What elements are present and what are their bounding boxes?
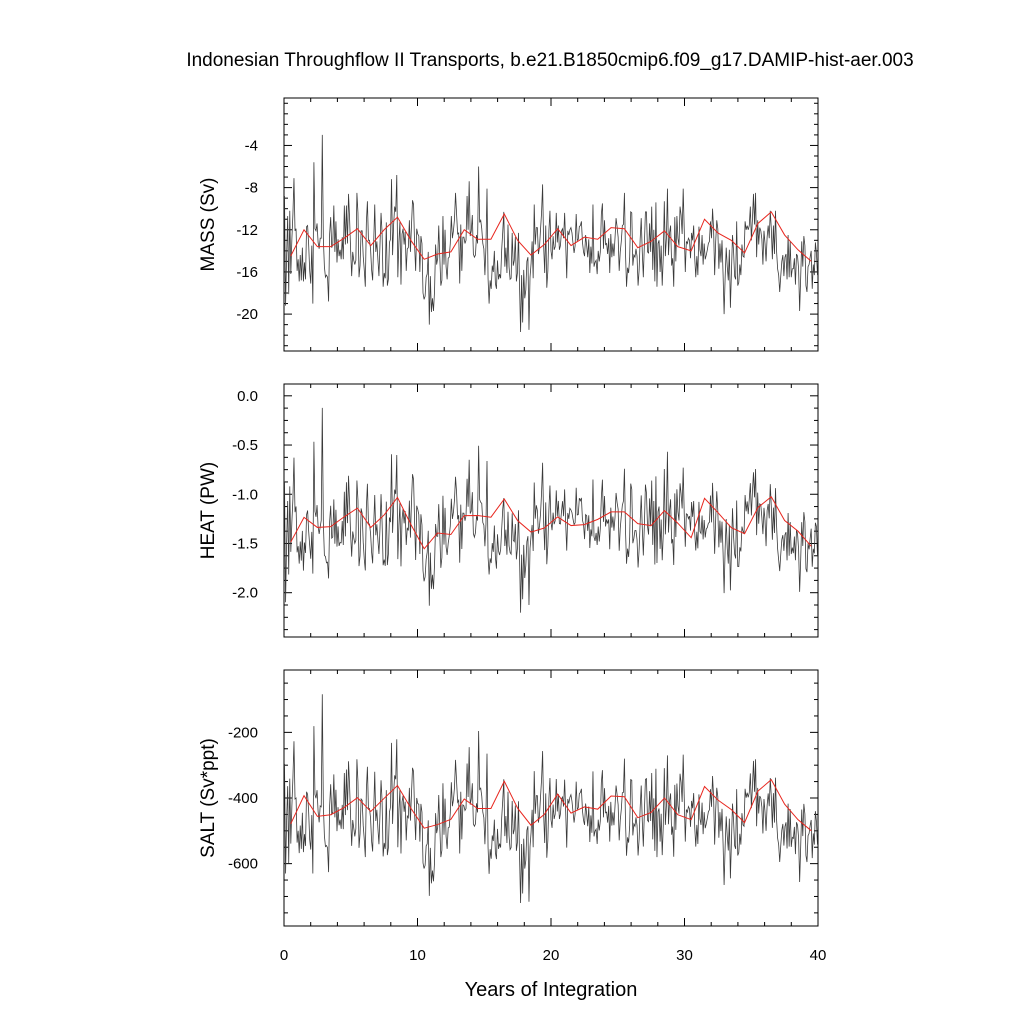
mass-y-tick-label: -8 (245, 180, 258, 197)
mass-y-axis-label: MASS (Sv) (198, 178, 219, 272)
salt-monthly-series-line (284, 694, 818, 904)
panel-salt: 0 10 20 30 40 -200 -400 -600 SALT (Sv*ppt) (198, 669, 827, 964)
heat-y-tick-label: 0.0 (237, 388, 258, 405)
heat-y-tick-label: -1.0 (232, 486, 258, 503)
salt-y-tick-label: -200 (228, 724, 258, 741)
heat-y-axis-label: HEAT (PW) (198, 462, 219, 559)
panel-heat: 0.0 -0.5 -1.0 -1.5 -2.0 HEAT (PW) (198, 383, 819, 638)
x-tick-label: 10 (409, 947, 426, 964)
chart-panels: -4 -8 -12 -16 -20 MASS (Sv) 0.0 -0.5 -1.0 -1.5 -2.… (198, 97, 827, 964)
salt-annual-mean-line (290, 778, 812, 832)
salt-y-tick-label: -400 (228, 790, 258, 807)
mass-y-tick-label: -16 (236, 264, 258, 281)
heat-monthly-series-line (284, 407, 818, 613)
salt-plot-frame (283, 669, 819, 927)
heat-y-tick-label: -0.5 (232, 437, 258, 454)
mass-y-tick-label: -4 (245, 137, 258, 154)
mass-y-tick-label: -12 (236, 222, 258, 239)
x-tick-label: 20 (543, 947, 560, 964)
x-axis-label: Years of Integration (465, 979, 638, 1001)
salt-y-axis-label: SALT (Sv*ppt) (198, 738, 219, 858)
heat-annual-mean-line (290, 495, 812, 550)
x-tick-label: 40 (810, 947, 827, 964)
x-tick-label: 30 (676, 947, 693, 964)
mass-annual-mean-line (290, 211, 812, 262)
salt-y-tick-label: -600 (228, 856, 258, 873)
heat-y-tick-label: -2.0 (232, 585, 258, 602)
mass-plot-frame (283, 97, 819, 352)
chart-title: Indonesian Throughflow II Transports, b.… (186, 50, 913, 71)
x-tick-label: 0 (280, 947, 288, 964)
heat-y-tick-label: -1.5 (232, 535, 258, 552)
mass-y-tick-label: -20 (236, 306, 258, 323)
mass-monthly-series-line (284, 134, 818, 333)
panel-mass: -4 -8 -12 -16 -20 MASS (Sv) (198, 97, 819, 352)
